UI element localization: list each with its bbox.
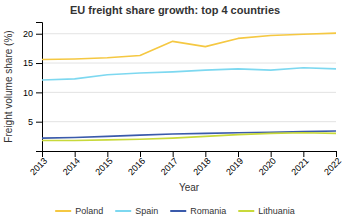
x-tick: 2013: [28, 151, 49, 177]
x-tick: 2021: [289, 151, 310, 177]
grid-line: [42, 92, 336, 93]
grid: [42, 34, 336, 122]
x-tick: 2019: [224, 151, 245, 177]
tick-label: 2018: [191, 156, 212, 177]
x-tick: 2017: [159, 151, 180, 177]
legend-swatch: [238, 210, 254, 212]
y-tick: 15: [23, 58, 42, 68]
x-tick: 2022: [322, 151, 343, 177]
legend-item: Romania: [170, 206, 226, 216]
x-tick: 2015: [93, 151, 114, 177]
tick-mark: [36, 92, 42, 93]
y-axis-title: Freight volume share (%): [3, 30, 14, 142]
legend-label: Romania: [190, 206, 226, 216]
x-axis: 2013 2014 2015 2016 2017 2018 2019 2020 2021 2022: [28, 151, 343, 177]
y-tick: 20: [23, 29, 42, 39]
x-tick: 2020: [257, 151, 278, 177]
legend-item: Lithuania: [238, 206, 295, 216]
legend-swatch: [115, 210, 131, 212]
tick-label: 15: [23, 58, 33, 68]
x-tick: 2014: [61, 151, 82, 177]
tick-label: 2020: [257, 156, 278, 177]
lines: [42, 33, 336, 140]
legend-swatch: [55, 210, 71, 212]
axis-line: [43, 152, 337, 158]
legend-label: Spain: [135, 206, 158, 216]
tick-label: 2022: [322, 156, 343, 177]
legend-swatch: [170, 210, 186, 212]
axis-line: [36, 23, 43, 152]
y-axis: 5 10 15 20: [23, 23, 43, 152]
grid-line: [42, 63, 336, 64]
tick-mark: [36, 122, 42, 123]
tick-mark: [36, 63, 42, 64]
tick-label: 20: [23, 29, 33, 39]
tick-label: 2014: [61, 156, 82, 177]
legend-item: Spain: [115, 206, 158, 216]
legend-item: Poland: [55, 206, 103, 216]
x-axis-title: Year: [179, 182, 200, 193]
x-tick: 2018: [191, 151, 212, 177]
y-tick: 10: [23, 88, 42, 98]
tick-label: 2013: [28, 156, 49, 177]
series-line: [42, 33, 336, 59]
tick-label: 2015: [93, 156, 114, 177]
series-line: [42, 133, 336, 141]
series-line: [42, 68, 336, 80]
tick-label: 5: [28, 117, 33, 127]
legend: Poland Spain Romania Lithuania: [55, 206, 295, 216]
x-tick: 2016: [126, 151, 147, 177]
tick-label: 2017: [159, 156, 180, 177]
tick-label: 2019: [224, 156, 245, 177]
grid-line: [42, 121, 336, 122]
legend-label: Poland: [75, 206, 103, 216]
legend-label: Lithuania: [258, 206, 295, 216]
tick-mark: [36, 34, 42, 35]
tick-label: 2021: [289, 156, 310, 177]
tick-label: 10: [23, 88, 33, 98]
title: EU freight share growth: top 4 countries: [70, 4, 280, 16]
y-tick: 5: [28, 117, 42, 127]
chart: EU freight share growth: top 4 countries…: [0, 0, 350, 221]
tick-label: 2016: [126, 156, 147, 177]
plot: 2013201420152016201720182019202020212022…: [3, 23, 343, 194]
